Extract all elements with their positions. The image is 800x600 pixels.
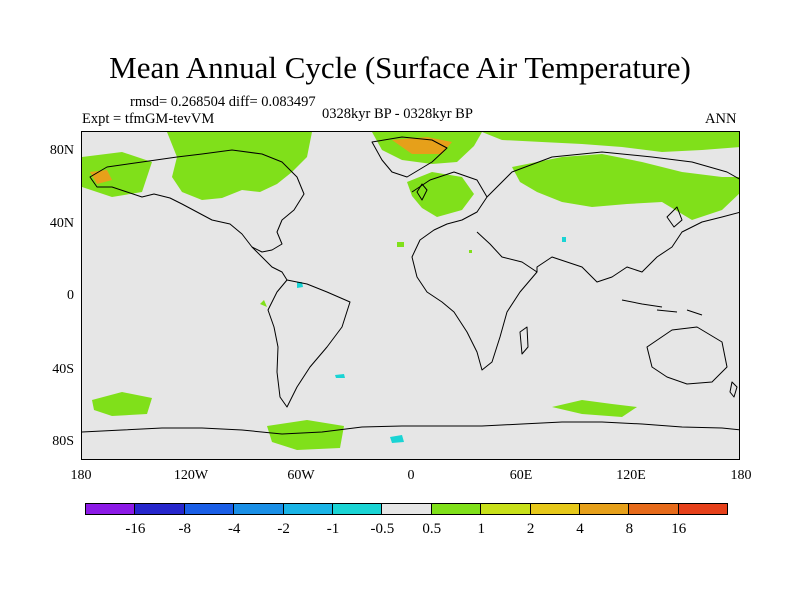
antarctic-cool-patch — [390, 435, 404, 443]
coastlines — [82, 136, 739, 435]
positive-anomaly-regions — [82, 132, 739, 450]
tibet-cool-patch — [562, 237, 566, 242]
colorbar-label: 16 — [671, 521, 687, 537]
colorbar-label: -1 — [326, 521, 340, 537]
map-panel — [81, 131, 740, 460]
colorbar-box — [331, 503, 383, 515]
colorbar-box — [628, 503, 679, 515]
colorbar-box — [233, 503, 284, 515]
europe-region — [407, 172, 474, 217]
map-plot — [82, 132, 739, 450]
antarctica-weddell-region — [267, 420, 344, 450]
stats-season: ANN — [705, 111, 737, 127]
stats-period: 0328kyr BP - 0328kyr BP — [322, 106, 473, 122]
antarctica-pacific-region — [92, 392, 152, 416]
chart-title: Mean Annual Cycle (Surface Air Temperatu… — [109, 50, 691, 85]
amazon-cool-patch — [297, 282, 303, 288]
y-tick-label: 40N — [49, 216, 74, 231]
africa-patch — [397, 242, 404, 247]
colorbar-label: 4 — [576, 521, 584, 537]
colorbar-label: -16 — [125, 521, 146, 537]
amazon-patch — [260, 300, 267, 307]
x-tick-label: 60W — [287, 468, 315, 483]
colorbar-box — [480, 503, 531, 515]
colorbar-box — [134, 503, 185, 515]
colorbar-label: 0.5 — [422, 521, 442, 537]
greenland-coast — [371, 136, 448, 178]
negative-anomaly-regions — [297, 237, 566, 443]
indonesia-coast — [621, 299, 703, 316]
x-tick-label: 0 — [407, 468, 415, 483]
colorbar-box — [529, 503, 580, 515]
colorbar-label: 1 — [477, 521, 485, 537]
arabia-patch — [469, 250, 472, 253]
y-tick-label: 0 — [67, 288, 74, 303]
colorbar-label: -4 — [227, 521, 241, 537]
antarctica-coast — [82, 421, 739, 435]
stats-experiment: Expt = tfmGM-tevVM — [82, 111, 215, 127]
japan-coast — [666, 206, 683, 228]
north-america-coast — [89, 149, 305, 253]
x-tick-label: 180 — [70, 468, 92, 483]
colorbar-box — [578, 503, 630, 515]
south-america-coast — [267, 279, 351, 408]
colorbar-label: -0.5 — [370, 521, 395, 537]
siberia-region — [512, 154, 739, 220]
colorbar-box — [85, 503, 136, 515]
arctic-canada-region — [167, 132, 312, 200]
colorbar-label: -2 — [277, 521, 290, 537]
colorbar-label: 2 — [526, 521, 535, 537]
arctic-ocean-strip — [482, 132, 739, 152]
colorbar-label: -8 — [178, 521, 192, 537]
colorbar-box — [381, 503, 432, 515]
asia-coast — [486, 151, 739, 283]
new-zealand-coast — [729, 381, 738, 398]
colorbar — [85, 503, 729, 515]
x-tick-label: 120E — [616, 468, 646, 483]
uk-coast — [416, 183, 428, 201]
y-tick-label: 80N — [49, 143, 74, 158]
y-tick-label: 80S — [52, 434, 74, 449]
colorbar-box — [677, 503, 729, 515]
europe-africa-coast — [411, 171, 538, 371]
colorbar-label: 8 — [625, 521, 634, 537]
central-america-coast — [251, 246, 288, 281]
antarctica-indian-region — [552, 400, 637, 417]
australia-coast — [646, 326, 728, 385]
atlantic-cool-patch — [335, 374, 345, 378]
colorbar-box — [183, 503, 235, 515]
x-tick-label: 60E — [509, 468, 533, 483]
madagascar-coast — [519, 326, 529, 355]
x-tick-label: 120W — [173, 468, 209, 483]
y-tick-label: 40S — [52, 362, 74, 377]
colorbar-box — [282, 503, 333, 515]
x-tick-label: 180 — [730, 468, 752, 483]
colorbar-box — [430, 503, 482, 515]
greenland-warm-patch — [392, 137, 452, 154]
stats-rmsd-diff: rmsd= 0.268504 diff= 0.083497 — [130, 94, 316, 110]
